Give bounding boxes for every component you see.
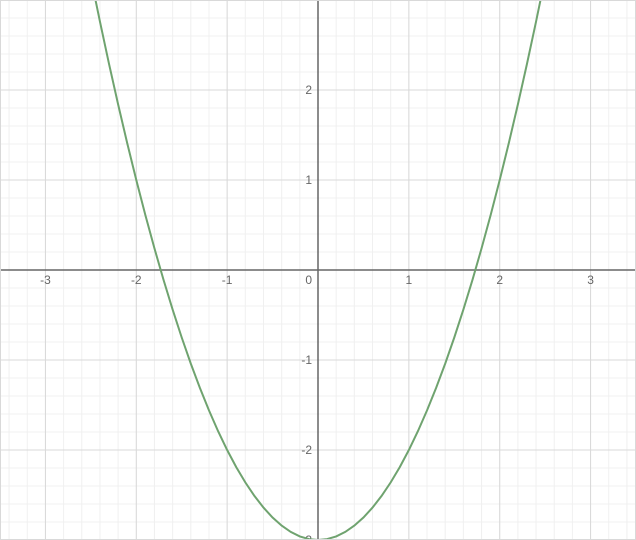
y-tick-label: 2	[305, 83, 312, 97]
y-tick-label: -2	[301, 443, 312, 457]
y-tick-label: 1	[305, 173, 312, 187]
parabola-chart: -3-2-10123-3-2-112	[0, 0, 636, 540]
x-tick-label: 3	[587, 273, 594, 287]
x-tick-label: -1	[222, 273, 233, 287]
x-tick-label: 1	[406, 273, 413, 287]
x-tick-label: -2	[131, 273, 142, 287]
x-tick-label: -3	[40, 273, 51, 287]
x-tick-label: 0	[305, 273, 312, 287]
y-tick-label: -1	[301, 353, 312, 367]
x-tick-label: 2	[496, 273, 503, 287]
